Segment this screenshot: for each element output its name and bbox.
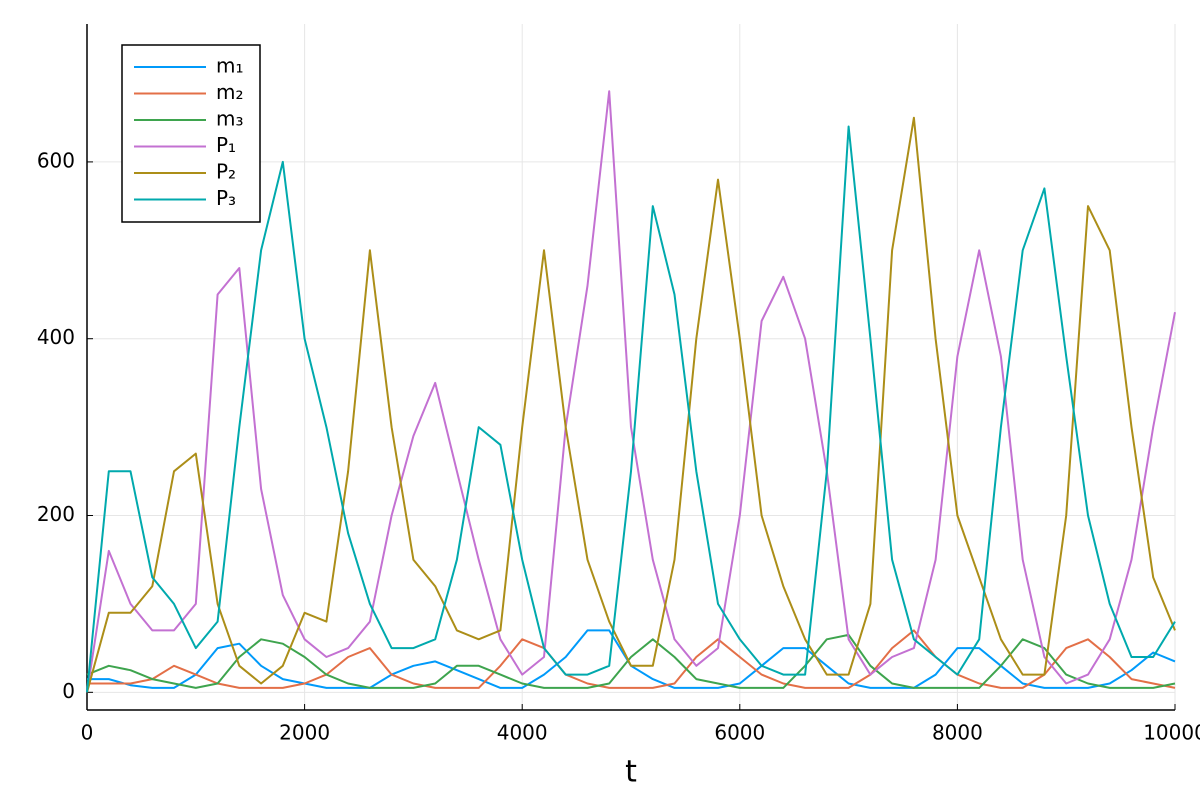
legend-label: P₁ bbox=[216, 133, 236, 157]
y-tick-label: 600 bbox=[37, 148, 75, 172]
legend-label: P₃ bbox=[216, 186, 236, 210]
legend-box bbox=[121, 44, 261, 223]
series-line bbox=[86, 633, 1176, 689]
series-line bbox=[87, 629, 1176, 689]
legend-label: P₂ bbox=[216, 160, 236, 184]
series-line bbox=[86, 125, 1176, 693]
x-tick-label: 6000 bbox=[714, 721, 765, 745]
x-tick-label: 0 bbox=[81, 721, 94, 745]
y-tick-label: 200 bbox=[37, 502, 75, 526]
x-tick-label: 8000 bbox=[932, 721, 983, 745]
series-line bbox=[86, 90, 1176, 693]
x-tick-label: 2000 bbox=[279, 721, 330, 745]
series-line bbox=[86, 116, 1176, 693]
series-line bbox=[87, 629, 1176, 689]
y-tick-label: 0 bbox=[62, 679, 75, 703]
legend-label: m₁ bbox=[216, 54, 244, 78]
x-tick-label: 4000 bbox=[497, 721, 548, 745]
legend-label: m₃ bbox=[216, 107, 244, 131]
y-tick-label: 400 bbox=[37, 325, 75, 349]
legend-label: m₂ bbox=[216, 80, 244, 104]
x-axis-label: t bbox=[625, 755, 637, 790]
